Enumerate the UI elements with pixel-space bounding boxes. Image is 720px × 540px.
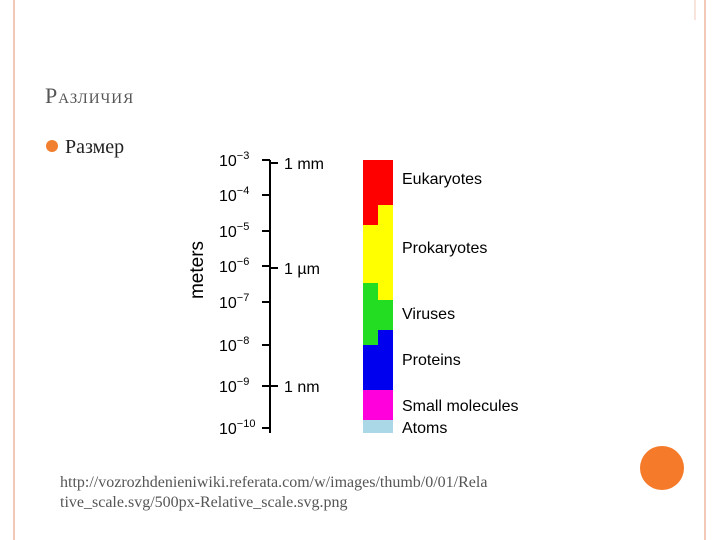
group-label: Eukaryotes (402, 171, 482, 188)
bullet-icon (46, 140, 58, 152)
bullet-text: Размер (65, 136, 124, 158)
band (363, 205, 393, 300)
band (363, 390, 393, 420)
tick-base: 10 (219, 153, 237, 170)
group-label: Small molecules (402, 398, 518, 415)
tick-base: 10 (219, 259, 237, 276)
group-label: Prokaryotes (402, 240, 487, 257)
unit-label: 1 nm (284, 379, 320, 396)
tick-base: 10 (219, 338, 237, 355)
tick-exp: −5 (237, 221, 250, 233)
tick-label: 10−4 (219, 185, 249, 205)
tick-exp: −7 (237, 292, 250, 304)
tick-exp: −9 (237, 376, 250, 388)
tick-label: 10−9 (219, 376, 249, 396)
tick-base: 10 (219, 379, 237, 396)
unit-label: 1 µm (284, 261, 320, 278)
group-label: Viruses (402, 306, 455, 323)
tick-label: 10−3 (219, 150, 249, 170)
tick-base: 10 (219, 295, 237, 312)
tick-label: 10−6 (219, 256, 249, 276)
band (363, 330, 393, 390)
tick-exp: −6 (237, 256, 250, 268)
tick-exp: −4 (237, 185, 250, 197)
title: Различия (45, 83, 134, 108)
tick-label: 10−5 (219, 221, 249, 241)
band (363, 283, 393, 345)
band (363, 160, 393, 225)
tick-base: 10 (219, 421, 237, 438)
tick-label: 10−7 (219, 292, 249, 312)
group-label: Proteins (402, 352, 461, 369)
tick-exp: −8 (237, 335, 250, 347)
axis-label: meters (187, 241, 208, 299)
tick-base: 10 (219, 224, 237, 241)
tick-base: 10 (219, 188, 237, 205)
tick-label: 10−8 (219, 335, 249, 355)
group-label: Atoms (402, 420, 447, 437)
tick-exp: −3 (237, 150, 250, 162)
source: http://vozrozhdenieniwiki.referata.com/w… (60, 474, 487, 491)
unit-label: 1 mm (284, 156, 324, 173)
diagram: meters 10−310−410−510−610−710−810−910−10… (187, 150, 518, 438)
band (363, 420, 393, 433)
tick-exp: −10 (237, 418, 256, 430)
source: tive_scale.svg/500px-Relative_scale.svg.… (60, 494, 347, 511)
decor-circle (640, 446, 684, 490)
tick-label: 10−10 (219, 418, 255, 438)
